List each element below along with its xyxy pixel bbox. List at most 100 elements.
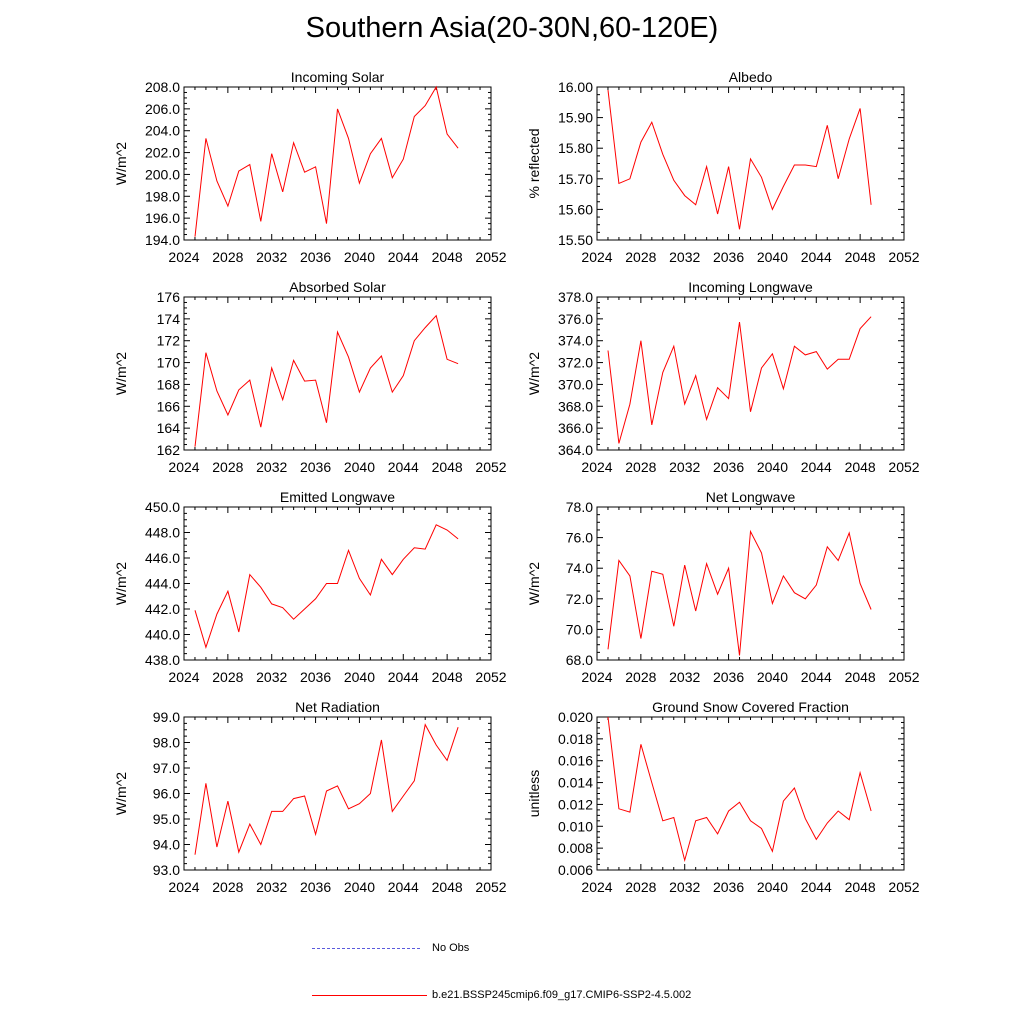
data-point	[292, 359, 294, 361]
x-tick-label: 2032	[669, 669, 700, 685]
data-point	[738, 228, 740, 230]
data-point	[651, 424, 653, 426]
data-point	[292, 618, 294, 620]
chart-panel-1: Incoming Solar W/m^2 194.0 196.0 198.0 200.0 2…	[113, 69, 507, 265]
data-point	[760, 367, 762, 369]
y-tick-label: 96.0	[153, 786, 180, 802]
y-axis-label: W/m^2	[113, 772, 129, 815]
y-tick-label: 364.0	[558, 442, 593, 458]
data-point	[325, 790, 327, 792]
data-point	[815, 584, 817, 586]
chart-panel-2: Albedo % reflected 15.50 15.60 15.70 15.80 15.…	[526, 69, 920, 265]
data-point	[716, 213, 718, 215]
x-tick-label: 2028	[212, 459, 243, 475]
data-point	[260, 426, 262, 428]
data-point	[618, 442, 620, 444]
x-tick-label: 2040	[757, 669, 788, 685]
y-tick-label: 95.0	[153, 811, 180, 827]
data-point	[336, 582, 338, 584]
data-point	[673, 179, 675, 181]
data-point	[684, 859, 686, 861]
data-point	[607, 648, 609, 650]
data-point	[194, 854, 196, 856]
data-point	[804, 354, 806, 356]
x-tick-label: 2032	[256, 249, 287, 265]
x-tick-label: 2040	[757, 879, 788, 895]
chart-title: Ground Snow Covered Fraction	[652, 699, 849, 715]
x-tick-label: 2044	[801, 669, 832, 685]
data-point	[336, 785, 338, 787]
series-line-model	[194, 723, 459, 855]
chart-title: Absorbed Solar	[289, 279, 386, 295]
y-tick-label: 15.50	[558, 232, 593, 248]
y-tick-label: 366.0	[558, 420, 593, 436]
data-point	[640, 340, 642, 342]
y-tick-label: 78.0	[566, 499, 593, 515]
x-tick-label: 2044	[801, 249, 832, 265]
data-point	[347, 549, 349, 551]
data-point	[826, 368, 828, 370]
data-point	[194, 446, 196, 448]
y-tick-label: 208.0	[145, 79, 180, 95]
data-point	[826, 124, 828, 126]
data-point	[336, 331, 338, 333]
data-point	[358, 803, 360, 805]
y-tick-label: 0.012	[558, 796, 593, 812]
y-tick-label: 70.0	[566, 621, 593, 637]
data-point	[716, 387, 718, 389]
y-tick-label: 202.0	[145, 145, 180, 161]
data-point	[629, 575, 631, 577]
x-tick-label: 2036	[713, 879, 744, 895]
data-point	[727, 810, 729, 812]
y-tick-label: 446.0	[145, 550, 180, 566]
data-point	[684, 564, 686, 566]
data-point	[314, 833, 316, 835]
x-tick-label: 2028	[625, 459, 656, 475]
data-point	[771, 353, 773, 355]
data-point	[782, 185, 784, 187]
x-tick-label: 2028	[212, 879, 243, 895]
x-tick-label: 2044	[801, 459, 832, 475]
data-point	[837, 358, 839, 360]
chart-panel-3: Absorbed Solar W/m^2 162 164 166 168 170 172 174…	[113, 279, 507, 475]
data-point	[837, 559, 839, 561]
data-point	[380, 558, 382, 560]
data-point	[446, 133, 448, 135]
data-point	[446, 759, 448, 761]
data-point	[281, 810, 283, 812]
data-point	[402, 374, 404, 376]
x-tick-label: 2028	[212, 669, 243, 685]
data-point	[292, 142, 294, 144]
x-tick-label: 2036	[300, 669, 331, 685]
data-point	[673, 345, 675, 347]
y-tick-label: 196.0	[145, 210, 180, 226]
data-point	[826, 546, 828, 548]
x-tick-label: 2036	[713, 249, 744, 265]
data-point	[837, 810, 839, 812]
data-point	[662, 153, 664, 155]
data-point	[859, 327, 861, 329]
data-point	[640, 637, 642, 639]
y-tick-label: 15.70	[558, 171, 593, 187]
series-line-model	[607, 529, 872, 656]
data-point	[271, 152, 273, 154]
data-point	[640, 141, 642, 143]
y-tick-label: 438.0	[145, 652, 180, 668]
data-point	[727, 567, 729, 569]
data-point	[705, 418, 707, 420]
y-tick-label: 450.0	[145, 499, 180, 515]
data-point	[716, 593, 718, 595]
y-tick-label: 0.008	[558, 840, 593, 856]
data-point	[793, 164, 795, 166]
data-point	[413, 547, 415, 549]
data-point	[424, 326, 426, 328]
data-point	[435, 744, 437, 746]
data-point	[694, 610, 696, 612]
y-tick-label: 368.0	[558, 398, 593, 414]
x-tick-label: 2044	[388, 459, 419, 475]
y-tick-label: 15.60	[558, 201, 593, 217]
y-tick-label: 0.014	[558, 775, 593, 791]
x-tick-label: 2040	[757, 459, 788, 475]
y-tick-label: 68.0	[566, 652, 593, 668]
data-point	[651, 121, 653, 123]
